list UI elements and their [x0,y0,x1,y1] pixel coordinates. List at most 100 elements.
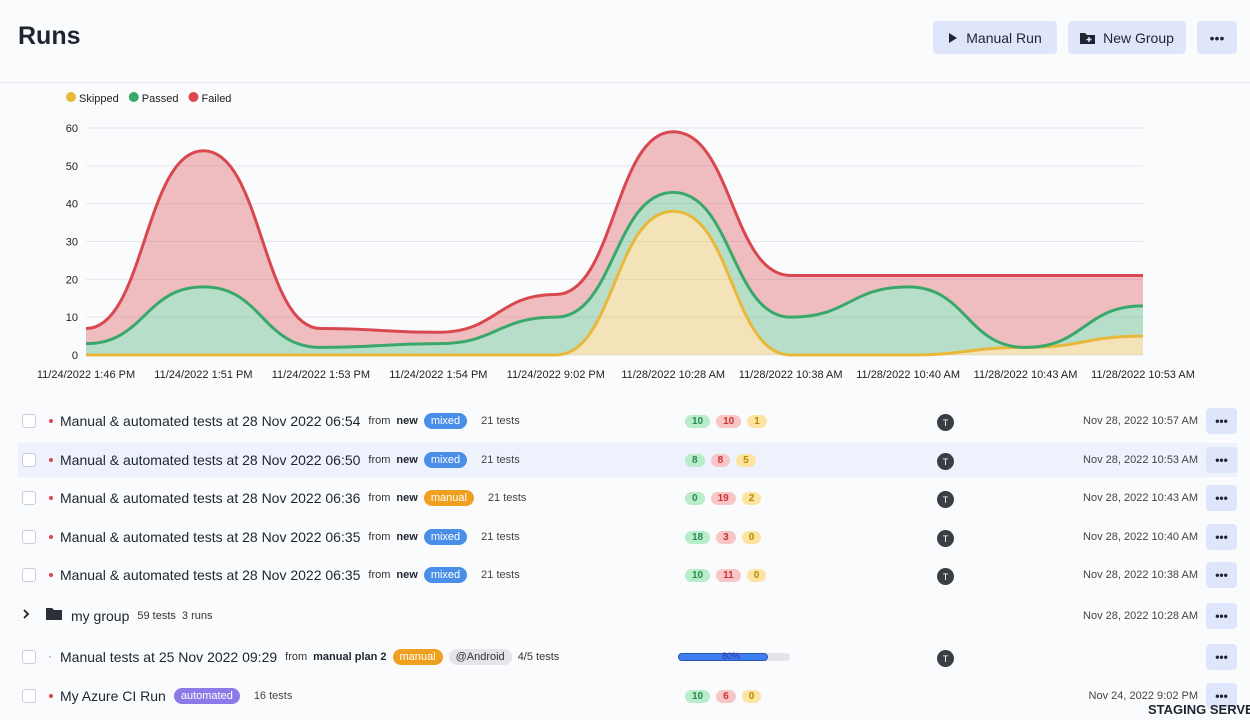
skipped-count: 0 [741,689,762,703]
menu-button[interactable]: ••• [1206,562,1237,588]
menu-button[interactable]: ••• [1206,644,1237,670]
run-title[interactable]: Manual & automated tests at 28 Nov 2022 … [60,490,361,506]
row[interactable]: Manual tests at 25 Nov 2022 09:29 from man… [18,640,1238,674]
row[interactable]: My Azure CI Run automated 16 tests 10 6 0 Nov … [18,679,1238,713]
passed-count: 10 [685,568,711,582]
run-info: Manual tests at 25 Nov 2022 09:29 from man… [60,649,559,665]
x-tick-label: 11/28/2022 10:43 AM [974,369,1078,381]
legend-swatch [66,92,76,102]
y-tick-label: 60 [66,123,78,135]
checkbox[interactable] [22,491,36,505]
progress-label: 80% [722,651,741,661]
status-dot [49,573,53,577]
badges: 10 11 0 [685,568,767,582]
button-label: Manual Run [966,29,1042,46]
run-title[interactable]: Manual & automated tests at 28 Nov 2022 … [60,567,361,583]
source: new [396,454,418,466]
tag: mixed [423,413,468,429]
label-tag: @Android [448,649,512,665]
date: Nov 28, 2022 10:53 AM [1083,454,1198,466]
checkbox[interactable] [22,568,36,582]
folder-icon [46,607,62,625]
row[interactable]: my group 59 tests 3 runs Nov 28, 2022 10:28… [18,599,1238,633]
from-label: from [368,569,391,581]
manual-run-button[interactable]: Manual Run [933,21,1057,54]
row[interactable]: Manual & automated tests at 28 Nov 2022 … [18,443,1238,477]
run-title[interactable]: Manual tests at 25 Nov 2022 09:29 [60,649,278,665]
run-title[interactable]: Manual & automated tests at 28 Nov 2022 … [60,413,361,429]
run-info: Manual & automated tests at 28 Nov 2022 … [60,452,520,468]
menu-button[interactable]: ••• [1206,408,1237,434]
line [86,209,1144,357]
passed-count: 10 [685,689,711,703]
failed-count: 11 [716,568,741,582]
avatar: T [937,414,954,431]
menu-button[interactable]: ••• [1206,524,1237,550]
avatar: T [937,530,954,547]
chart: 0 10 20 30 40 50 60 11/24/2022 1:46 PM 11/24/202… [37,92,1195,381]
folder-icon [1080,32,1096,44]
avatar: T [937,568,954,585]
skipped-count: 1 [747,414,767,428]
date: Nov 28, 2022 10:38 AM [1083,569,1198,581]
source: new [396,531,418,543]
checkbox[interactable] [22,453,36,467]
run-title[interactable]: My Azure CI Run [60,688,166,704]
tag: automated [173,688,240,704]
test-count: 21 tests [481,569,520,581]
test-count: 21 tests [481,531,520,543]
progress-track: 80% [678,651,790,661]
date: Nov 28, 2022 10:57 AM [1083,415,1198,427]
y-tick-label: 40 [66,199,78,211]
y-tick-label: 30 [66,237,78,249]
avatar: T [937,453,954,470]
checkbox[interactable] [22,689,36,703]
source: new [396,415,418,427]
x-tick-label: 11/28/2022 10:28 AM [621,369,725,381]
staging-label: STAGING SERVER [1148,702,1250,717]
checkbox[interactable] [22,414,36,428]
legend-label: Passed [142,93,179,105]
checkbox[interactable] [22,530,36,544]
run-title[interactable]: Manual & automated tests at 28 Nov 2022 … [60,452,361,468]
progress-bar [678,653,768,661]
run-list: Manual & automated tests at 28 Nov 2022 … [0,400,1250,720]
chevron[interactable] [22,607,30,625]
tag: mixed [423,529,468,545]
new-group-button[interactable]: New Group [1068,21,1186,54]
menu-button[interactable]: ••• [1206,683,1237,709]
skipped-count: 0 [741,530,762,544]
y-tick-label: 0 [72,350,78,362]
status-dot [49,458,53,462]
failed-count: 6 [716,689,736,703]
tag: manual [423,490,474,506]
run-title[interactable]: Manual & automated tests at 28 Nov 2022 … [60,529,361,545]
x-tick-label: 11/24/2022 1:53 PM [272,369,370,381]
row[interactable]: Manual & automated tests at 28 Nov 2022 … [18,520,1238,554]
group-name[interactable]: my group [71,608,130,624]
test-count: 16 tests [253,690,293,702]
row[interactable]: Manual & automated tests at 28 Nov 2022 … [18,558,1238,592]
row[interactable]: Manual & automated tests at 28 Nov 2022 … [18,481,1238,515]
legend-label: Skipped [79,93,119,105]
menu-button[interactable]: ••• [1206,485,1237,511]
avatar: T [937,491,954,508]
status-dot [49,656,51,658]
passed-count: 8 [685,453,705,467]
checkbox[interactable] [22,650,36,664]
from-label: from [368,454,391,466]
avatar: T [937,650,954,667]
x-tick-label: 11/28/2022 10:38 AM [739,369,843,381]
run-info: Manual & automated tests at 28 Nov 2022 … [60,529,520,545]
badges: 18 3 0 [685,530,762,544]
badges: 0 19 2 [685,491,762,505]
failed-count: 19 [710,491,736,505]
menu-button[interactable]: ••• [1206,603,1237,629]
x-tick-label: 11/28/2022 10:53 AM [1091,369,1195,381]
y-tick-label: 20 [66,274,78,286]
menu-button[interactable]: ••• [1206,447,1237,473]
row[interactable]: Manual & automated tests at 28 Nov 2022 … [18,404,1238,438]
more-button[interactable]: ••• [1197,21,1237,54]
